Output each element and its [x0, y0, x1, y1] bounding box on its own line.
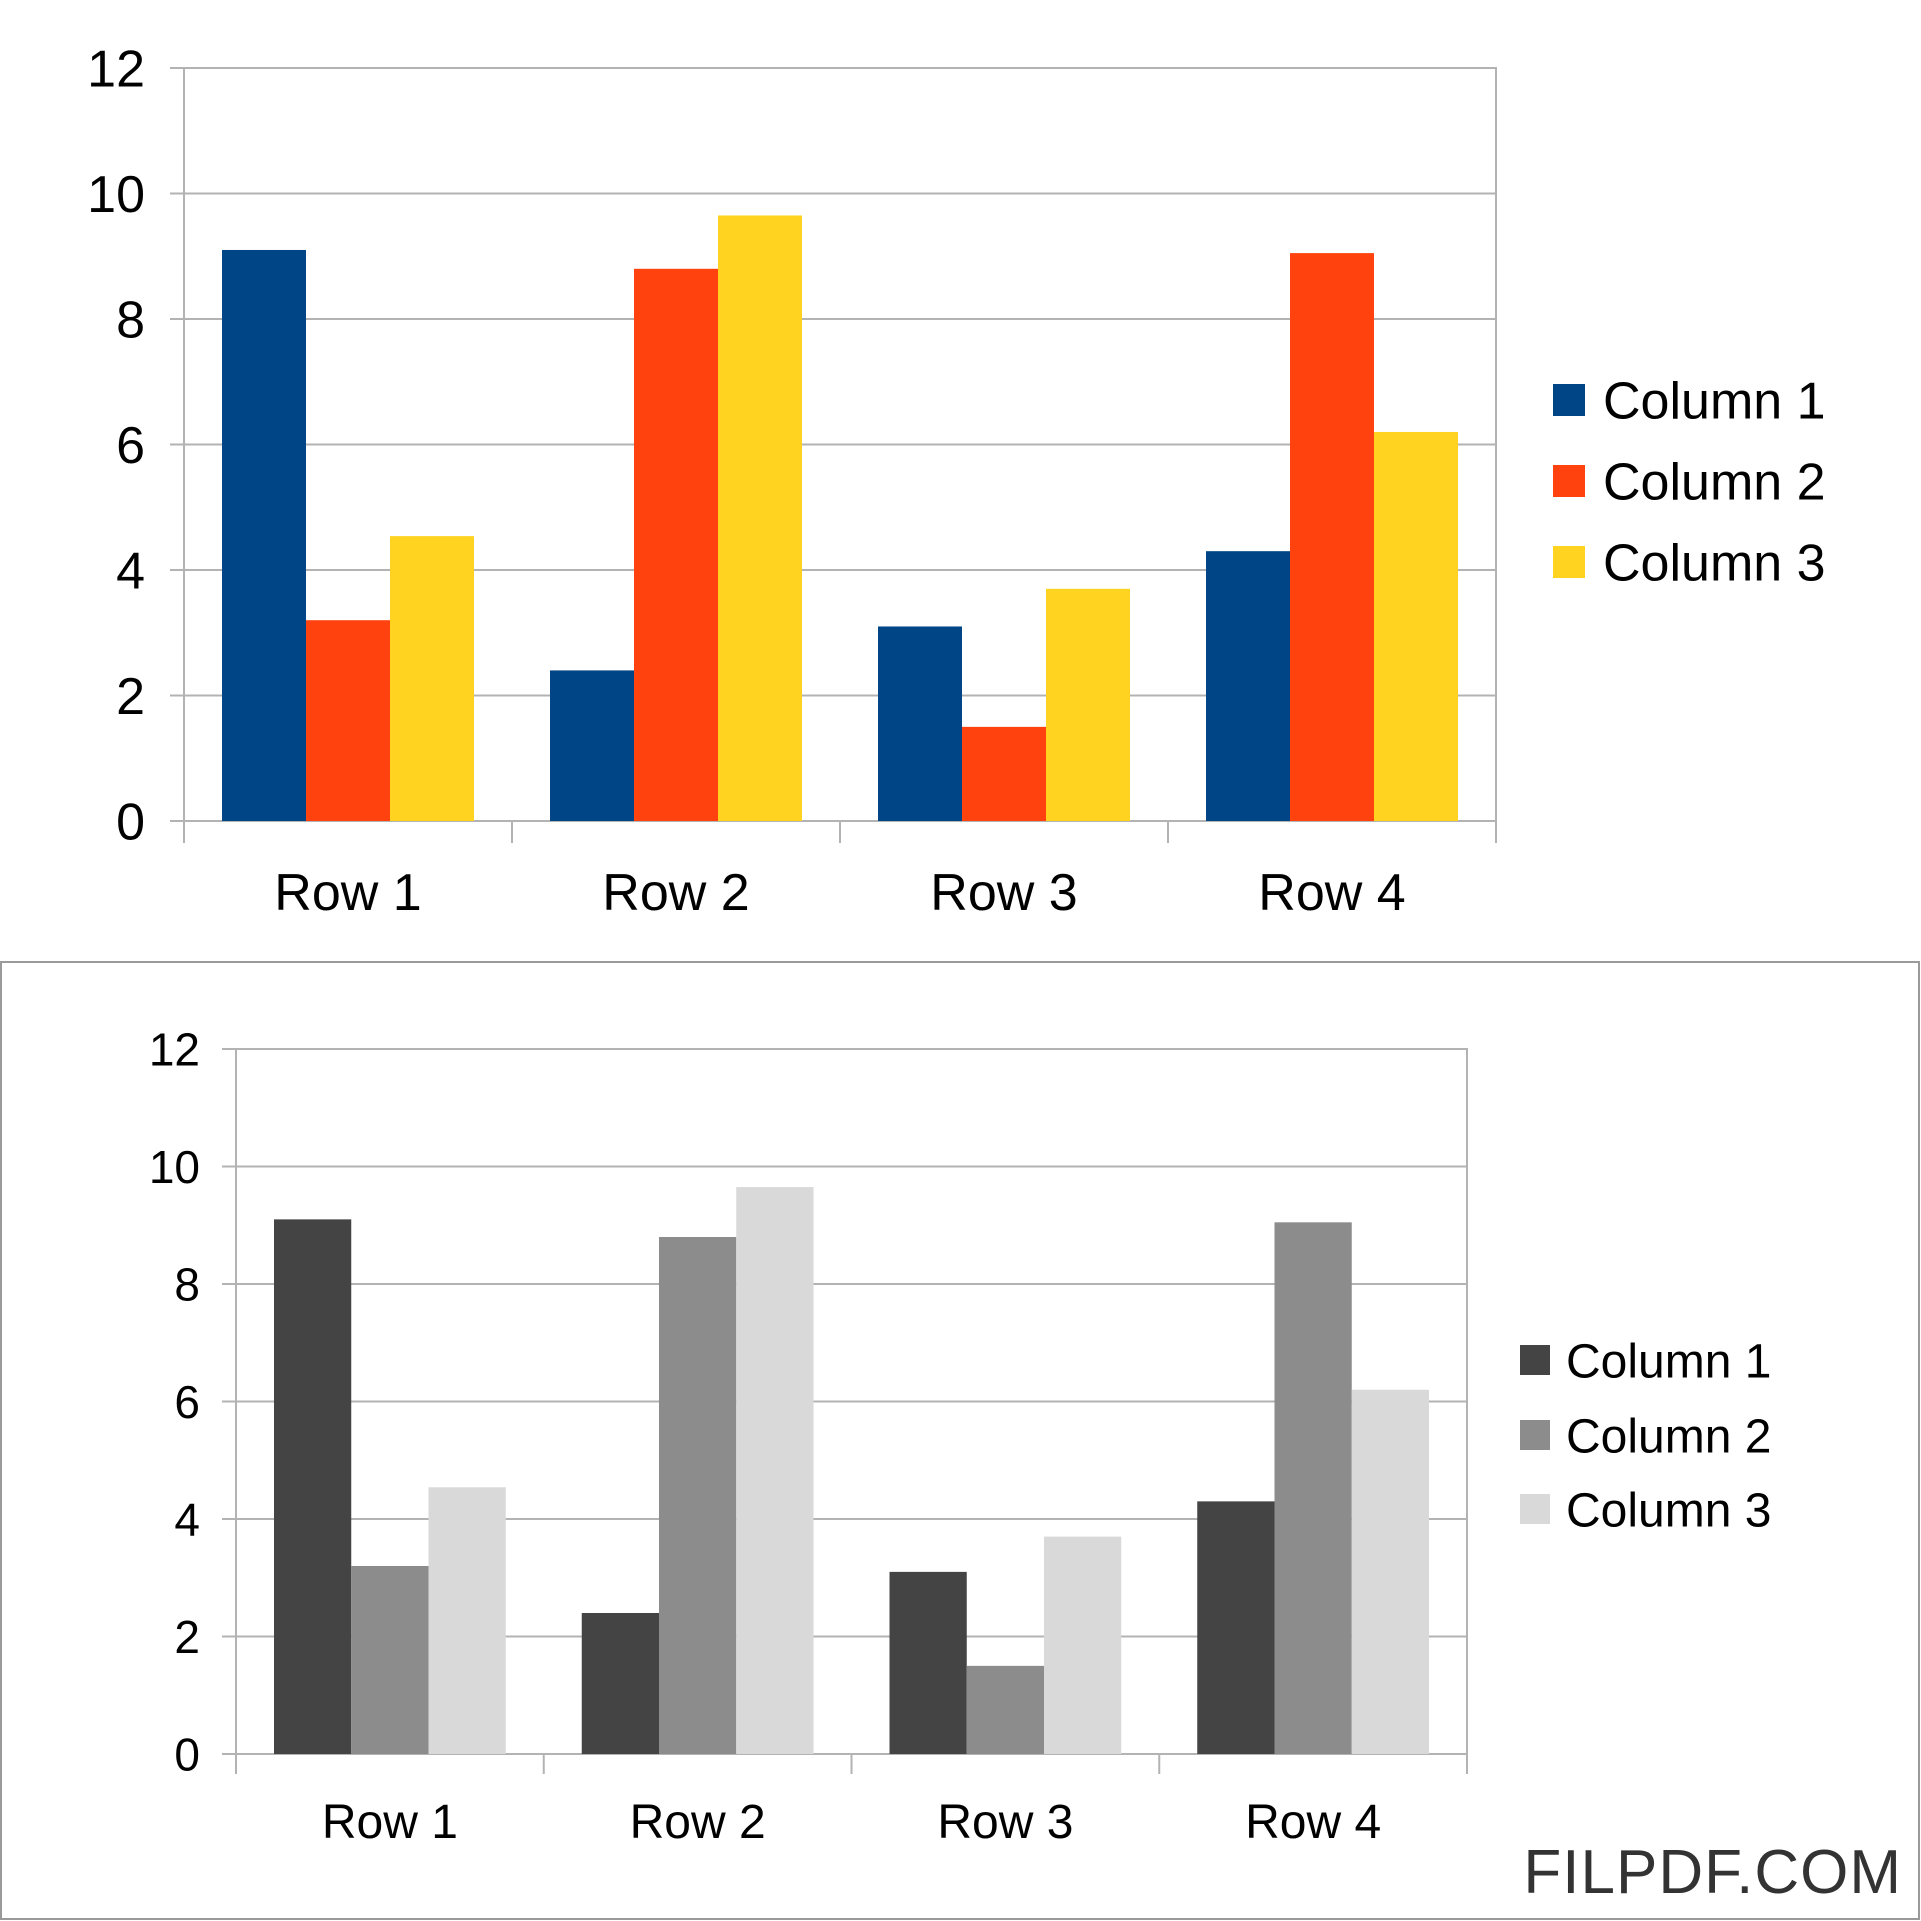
bar-column-1-row-4	[1197, 1501, 1275, 1754]
y-tick-label: 2	[174, 1611, 200, 1663]
bar-column-2-row-4	[1290, 253, 1374, 822]
bar-column-1-row-2	[581, 1613, 659, 1754]
bar-column-2-row-2	[634, 268, 718, 821]
bar-column-2-row-3	[966, 1665, 1044, 1754]
legend-label: Column 2	[1603, 454, 1826, 512]
bar-column-2-row-4	[1274, 1222, 1352, 1754]
x-category-label: Row 1	[322, 1796, 458, 1849]
y-tick-label: 8	[116, 292, 145, 350]
bar-column-3-row-1	[390, 536, 474, 821]
y-tick-label: 4	[174, 1494, 200, 1546]
grayscale-bar-chart: 0 2 4 6 8 10 12 Row 1 Row 2 Row 3 Row 4 Column 1 Col…	[149, 1024, 1772, 1849]
bar-column-1-row-1	[274, 1219, 352, 1754]
bar-column-3-row-3	[1046, 588, 1130, 821]
x-category-label: Row 4	[1258, 864, 1405, 922]
bar-column-1-row-3	[889, 1571, 967, 1754]
lower-chart-frame	[0, 961, 1920, 1920]
legend-label: Column 3	[1603, 535, 1826, 593]
bar-column-1-row-4	[1206, 551, 1290, 821]
watermark-text: FILPDF.COM	[1523, 1838, 1902, 1907]
bar-column-3-row-3	[1044, 1536, 1122, 1754]
y-tick-label: 12	[87, 41, 145, 99]
bar-column-1-row-2	[550, 670, 634, 821]
bar-column-3-row-2	[736, 1187, 814, 1754]
bar-column-2-row-1	[306, 620, 390, 821]
color-bar-chart: 0 2 4 6 8 10 12 Row 1 Row 2 Row 3 Row 4 Column 1 Col…	[87, 41, 1825, 922]
x-category-label: Row 2	[602, 864, 749, 922]
legend-swatch	[1553, 546, 1585, 578]
legend-label: Column 3	[1566, 1484, 1771, 1537]
y-tick-label: 6	[174, 1376, 200, 1428]
legend-swatch	[1520, 1420, 1550, 1450]
legend-label: Column 1	[1603, 373, 1826, 431]
bar-column-2-row-1	[351, 1566, 429, 1754]
bar-column-2-row-3	[962, 726, 1046, 821]
x-category-label: Row 4	[1245, 1796, 1381, 1849]
y-tick-label: 2	[116, 668, 145, 726]
y-tick-label: 10	[149, 1141, 200, 1193]
legend-swatch	[1553, 384, 1585, 416]
x-category-label: Row 3	[930, 864, 1077, 922]
bar-column-1-row-1	[222, 249, 306, 822]
legend-label: Column 1	[1566, 1335, 1771, 1388]
bar-column-3-row-4	[1374, 431, 1458, 821]
legend-swatch	[1520, 1345, 1550, 1375]
y-tick-label: 8	[174, 1259, 200, 1311]
legend-label: Column 2	[1566, 1410, 1771, 1463]
y-tick-label: 6	[116, 417, 145, 475]
x-category-label: Row 1	[274, 864, 421, 922]
x-category-label: Row 2	[630, 1796, 766, 1849]
bar-column-3-row-2	[718, 215, 802, 821]
y-tick-label: 0	[174, 1729, 200, 1781]
bar-column-3-row-1	[428, 1487, 506, 1754]
legend-swatch	[1520, 1494, 1550, 1524]
x-category-label: Row 3	[937, 1796, 1073, 1849]
bar-column-1-row-3	[878, 626, 962, 821]
bar-column-3-row-4	[1351, 1389, 1429, 1754]
bar-column-2-row-2	[659, 1237, 737, 1754]
legend-swatch	[1553, 465, 1585, 497]
y-tick-label: 0	[116, 794, 145, 852]
y-tick-label: 10	[87, 166, 145, 224]
y-tick-label: 12	[149, 1024, 200, 1076]
y-tick-label: 4	[116, 543, 145, 601]
